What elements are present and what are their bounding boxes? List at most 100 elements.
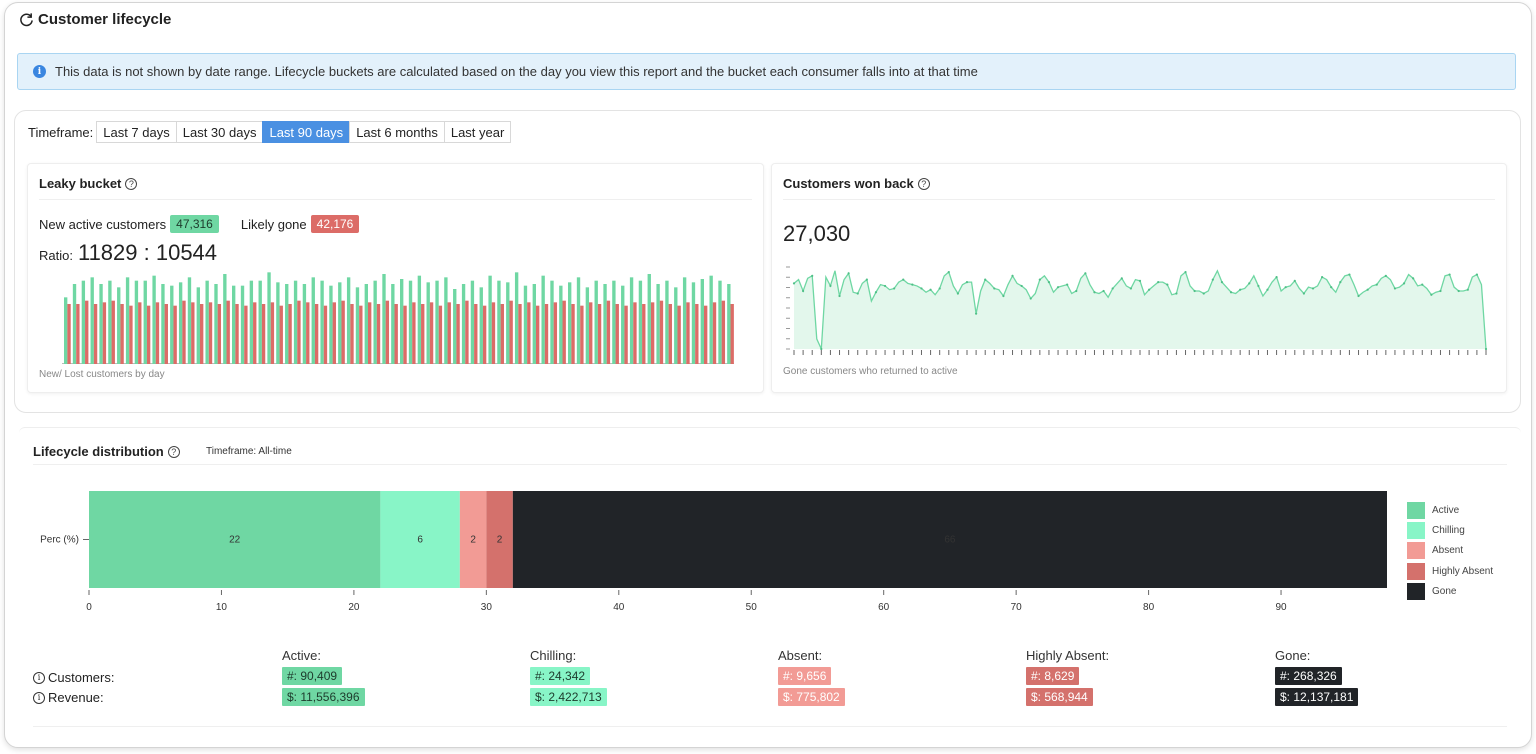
- lost-customers-bar: [474, 304, 478, 364]
- data-point: [1384, 274, 1387, 277]
- lost-customers-bar: [509, 300, 513, 364]
- lost-customers-bar: [129, 305, 133, 364]
- count-badge: #: 268,326: [1275, 667, 1342, 685]
- segment-chilling[interactable]: [380, 491, 460, 588]
- data-point: [1111, 287, 1114, 290]
- summary-highly-absent: Highly Absent: #: 8,629 $: 568,944: [1026, 648, 1109, 709]
- timeframe-7-days-button[interactable]: Last 7 days: [96, 121, 177, 143]
- new-customers-bar: [532, 284, 536, 364]
- info-icon[interactable]: i: [33, 691, 45, 704]
- count-badge: #: 90,409: [282, 667, 343, 685]
- data-point: [920, 287, 923, 290]
- new-customers-bar: [364, 284, 368, 364]
- won-back-title: Customers won back ?: [783, 176, 930, 191]
- lost-customers-bar: [297, 300, 301, 364]
- new-customers-bar: [691, 282, 696, 364]
- help-icon[interactable]: ?: [167, 445, 180, 458]
- summary-chilling: Chilling: #: 24,342 $: 2,422,713: [530, 648, 607, 709]
- lost-customers-bar: [695, 304, 699, 364]
- help-icon[interactable]: ?: [125, 177, 138, 190]
- new-customers-bar: [514, 272, 519, 364]
- segment-gone[interactable]: [512, 491, 1387, 588]
- data-point: [1475, 273, 1478, 276]
- legend-item-active[interactable]: Active: [1407, 500, 1493, 520]
- lost-customers-bar: [597, 304, 602, 364]
- info-banner-text: This data is not shown by date range. Li…: [55, 64, 978, 79]
- summary-absent: Absent: #: 9,656 $: 775,802: [778, 648, 845, 709]
- data-point: [1412, 277, 1415, 280]
- info-banner: i This data is not shown by date range. …: [17, 53, 1516, 90]
- legend-swatch: [1407, 501, 1425, 519]
- ratio-label: Ratio:: [39, 248, 73, 263]
- new-customers-bar: [541, 275, 545, 364]
- lost-customers-bar: [562, 300, 566, 364]
- count-badge: #: 8,629: [1026, 667, 1080, 685]
- timeframe-last-year-button[interactable]: Last year: [443, 121, 512, 143]
- data-point: [1211, 278, 1214, 281]
- timeframe-30-days-button[interactable]: Last 30 days: [175, 121, 264, 143]
- lost-customers-bar: [394, 304, 398, 364]
- customers-label: Customers:: [48, 670, 115, 685]
- lost-customers-bar: [668, 304, 672, 364]
- count-badge: #: 9,656: [778, 667, 832, 685]
- data-point: [792, 282, 796, 285]
- data-point: [1175, 292, 1178, 295]
- data-point: [911, 283, 914, 286]
- new-customers-bar: [470, 280, 475, 364]
- lost-customers-bar: [226, 300, 230, 364]
- new-customers-bar: [400, 279, 404, 364]
- revenue-badge: $: 11,556,396: [282, 688, 365, 706]
- new-customers-bar: [223, 274, 227, 364]
- new-customers-bar: [161, 284, 165, 364]
- timeframe-6-months-button[interactable]: Last 6 months: [349, 121, 445, 143]
- timeframe-label: Timeframe:: [28, 124, 94, 140]
- lost-customers-bar: [553, 302, 558, 364]
- lost-customers-bar: [208, 302, 213, 364]
- lost-customers-bar: [155, 302, 160, 364]
- data-point: [1157, 281, 1160, 284]
- lost-customers-bar: [677, 305, 681, 364]
- info-icon: i: [33, 65, 46, 78]
- data-point: [1129, 287, 1132, 290]
- legend-item-chilling[interactable]: Chilling: [1407, 520, 1493, 540]
- data-point: [1284, 286, 1287, 289]
- lost-customers-bar: [721, 300, 726, 364]
- timeframe-90-days-button[interactable]: Last 90 days: [262, 121, 351, 143]
- data-point: [1484, 347, 1488, 351]
- segment-highly-absent[interactable]: [486, 491, 513, 588]
- legend-item-gone[interactable]: Gone: [1407, 582, 1493, 602]
- legend-swatch: [1407, 562, 1425, 580]
- lost-customers-bar: [412, 302, 416, 364]
- data-point: [1366, 288, 1369, 291]
- lost-customers-bar: [606, 300, 611, 364]
- lost-customers-bar: [120, 304, 124, 364]
- segment-active[interactable]: [89, 491, 381, 588]
- lost-customers-bar: [527, 302, 531, 364]
- refresh-icon: [20, 13, 33, 27]
- segment-value-label: 22: [229, 535, 241, 546]
- data-point: [1120, 277, 1123, 280]
- x-tick-label: 20: [348, 602, 360, 613]
- count-badge: #: 24,342: [530, 667, 591, 685]
- new-customers-bar: [64, 297, 68, 364]
- lost-customers-bar: [261, 304, 266, 364]
- lifecycle-window: Customer lifecycle i This data is not sh…: [4, 2, 1532, 748]
- data-point: [1220, 281, 1224, 284]
- segment-absent[interactable]: [459, 491, 487, 588]
- info-icon[interactable]: i: [33, 671, 45, 684]
- lost-customers-bar: [67, 304, 71, 364]
- data-point: [820, 347, 823, 351]
- distribution-timeframe: Timeframe: All-time: [206, 446, 292, 457]
- data-point: [1229, 291, 1233, 294]
- data-point: [1375, 283, 1378, 286]
- new-customers-bar: [718, 280, 722, 364]
- help-icon[interactable]: ?: [917, 177, 930, 190]
- lost-customers-bar: [217, 304, 222, 364]
- data-point: [893, 287, 896, 290]
- lost-customers-bar: [703, 305, 708, 364]
- new-customers-bar: [99, 284, 103, 364]
- data-point: [1239, 288, 1242, 291]
- legend-item-absent[interactable]: Absent: [1407, 541, 1493, 561]
- legend-item-highly-absent[interactable]: Highly Absent: [1407, 561, 1493, 581]
- won-back-card: Customers won back ? 27,030 Gone custome…: [771, 163, 1507, 393]
